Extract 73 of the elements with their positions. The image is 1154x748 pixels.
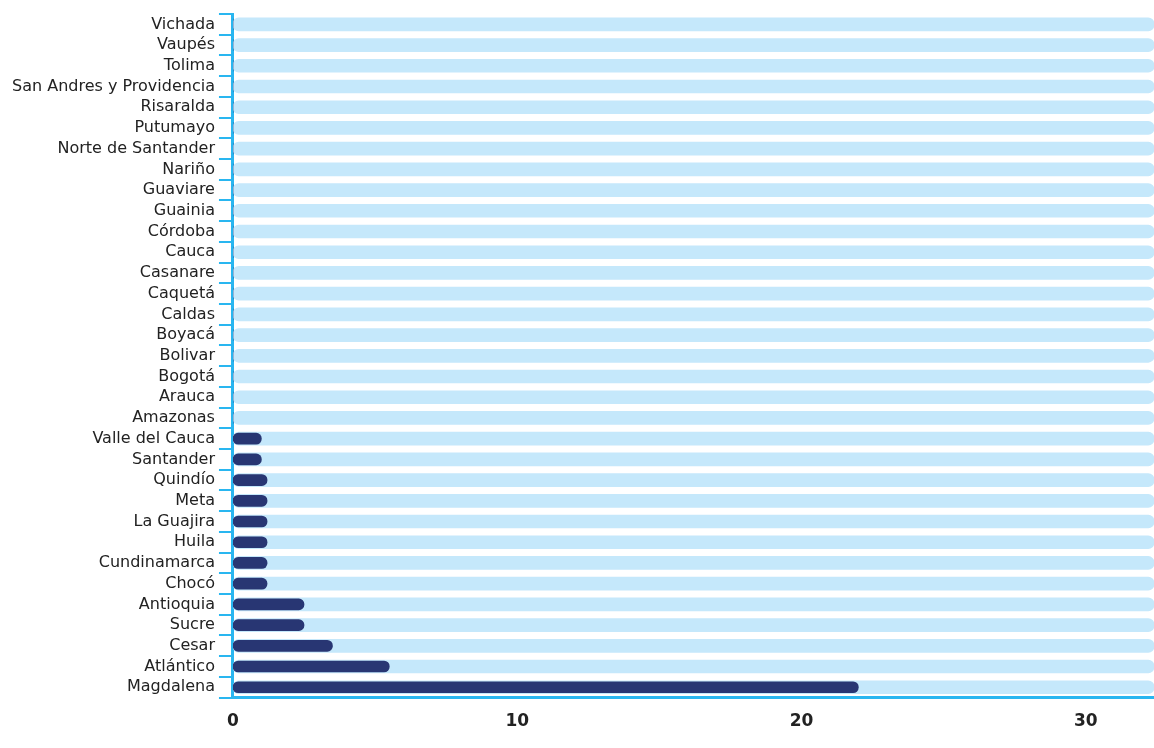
bar [232,121,1154,135]
bar [232,638,1154,653]
bar [232,639,333,652]
y-tick-label: Cesar [169,634,216,654]
y-tick-label: Antioquia [138,593,215,613]
y-tick-label: Quindío [153,469,215,489]
bar [232,307,1154,322]
bar [232,328,1154,342]
bar [232,348,1154,363]
y-tick-label: Vaupés [156,34,215,54]
y-tick-label: Amazonas [132,407,215,427]
bar [232,535,1154,550]
y-tick-label: Huila [174,531,215,551]
y-tick-label: Magdalena [126,676,215,696]
bar [232,576,1154,591]
y-tick-label: Norte de Santander [57,137,216,157]
bar [232,245,1154,260]
bar [232,224,1154,239]
bar [232,286,1154,301]
bar [232,619,305,631]
bar [232,38,1154,52]
bar [232,493,1154,508]
y-tick-label: Meta [175,489,215,509]
y-tick-label: Chocó [165,572,215,592]
y-tick-label: Caquetá [147,282,215,302]
y-tick-label: Valle del Cauca [92,427,215,447]
bar [232,369,1154,384]
bar [232,58,1154,73]
bar [232,660,390,673]
y-tick-label: Casanare [139,262,215,282]
y-tick-label: Cundinamarca [98,552,215,572]
y-tick-label: Boyacá [156,324,215,344]
y-tick-label: Risaralda [140,96,215,116]
y-tick-label: Bogotá [158,365,215,385]
bar [232,203,1154,218]
bar [232,452,1154,467]
bar [232,266,1154,280]
bar [232,514,1154,529]
bar [232,681,859,694]
bar [232,597,1154,612]
x-tick-label: 0 [227,710,240,731]
bar [232,183,1154,197]
x-tick-label: 10 [505,710,530,731]
bar [232,411,1154,425]
bar [232,141,1154,156]
bar [232,598,305,611]
x-tick-label: 20 [789,710,814,731]
y-tick-label: Arauca [158,386,215,406]
y-tick-label: Sucre [169,614,215,634]
bar [232,79,1154,94]
y-tick-label: Cauca [165,241,215,261]
y-tick-label: Putumayo [134,117,215,137]
bar [232,618,1154,632]
y-tick-label: Guainia [153,199,215,219]
y-tick-label: Córdoba [147,220,215,240]
y-tick-label: La Guajira [133,510,215,530]
x-tick-label: 30 [1073,710,1098,731]
y-tick-label: Santander [132,448,216,468]
y-tick-label: Vichada [151,13,215,33]
bar [232,162,1154,177]
bar [232,100,1154,115]
bar [232,556,1154,570]
y-tick-label: Tolima [162,54,215,74]
y-tick-label: San Andres y Providencia [11,75,215,95]
bar [232,431,1154,446]
y-tick-label: Bolivar [159,344,216,364]
bar [232,473,1154,487]
bar [232,17,1154,32]
y-tick-label: Atlántico [144,655,215,675]
bar [232,390,1154,405]
y-tick-label: Guaviare [142,179,215,199]
y-tick-label: Nariño [162,158,215,178]
y-tick-label: Caldas [161,303,215,323]
